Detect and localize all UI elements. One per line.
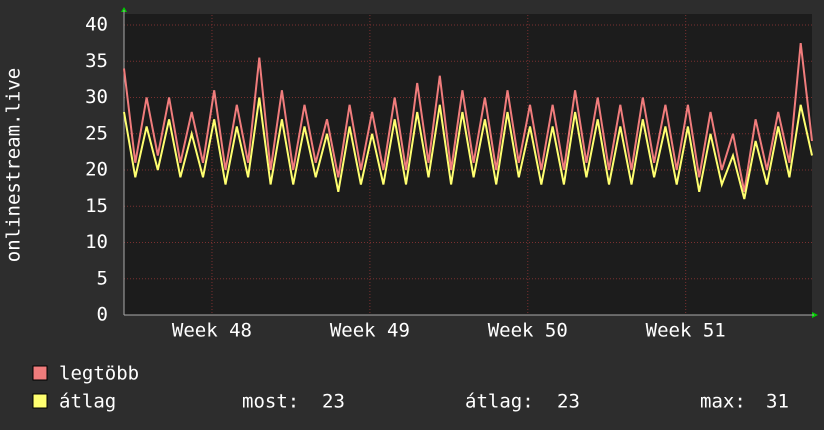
stat-label: átlag: [465,391,534,413]
stat-value: 31 [766,391,789,413]
stat-label: max: [700,391,746,413]
x-tick-label: Week 49 [330,320,410,342]
y-tick-label: 15 [85,195,108,217]
y-tick-label: 20 [85,159,108,181]
stat-label: most: [242,391,299,413]
axis-arrow [812,312,818,318]
legend-swatch [32,365,48,381]
y-tick-label: 35 [85,50,108,72]
y-tick-label: 25 [85,122,108,144]
y-tick-label: 5 [97,267,108,289]
line-series [123,97,813,200]
y-tick-label: 30 [85,86,108,108]
y-tick-label: 10 [85,231,108,253]
stat-value: 23 [557,391,580,413]
y-axis-label: onlinestream.live [3,68,25,262]
x-tick-label: Week 50 [488,320,568,342]
y-tick-label: 40 [85,14,108,36]
x-tick-label: Week 48 [172,320,252,342]
stat-label: átlag [59,391,116,413]
line-series [123,42,813,192]
legend-label: legtöbb [59,363,139,385]
x-tick-label: Week 51 [646,320,726,342]
axis-arrow [121,7,127,12]
legend-swatch [32,393,48,409]
stat-value: 23 [322,391,345,413]
y-tick-label: 0 [97,304,108,326]
